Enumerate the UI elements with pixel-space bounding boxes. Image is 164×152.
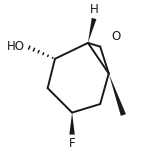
Text: O: O [111,30,120,43]
Text: F: F [69,137,75,150]
Polygon shape [88,18,96,43]
Polygon shape [109,73,126,116]
Polygon shape [69,113,75,135]
Text: H: H [90,3,98,16]
Text: HO: HO [6,40,24,53]
